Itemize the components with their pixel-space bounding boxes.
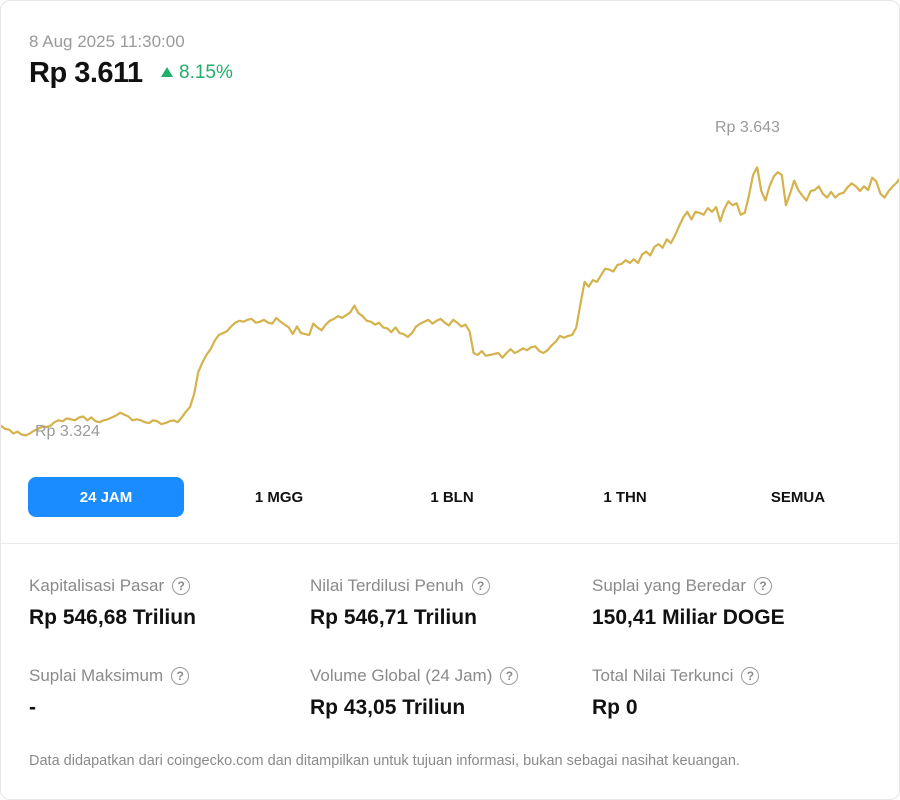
stat-value: Rp 546,68 Triliun <box>29 606 196 629</box>
stat-value: Rp 0 <box>592 696 638 719</box>
tab-1-mgg[interactable]: 1 MGG <box>254 488 304 506</box>
help-icon[interactable]: ? <box>471 577 490 595</box>
tab-1-thn[interactable]: 1 THN <box>603 488 647 506</box>
tab-24-jam[interactable]: 24 JAM <box>28 477 184 517</box>
stat-value: Rp 43,05 Triliun <box>310 696 466 719</box>
divider <box>1 543 899 544</box>
stat-global-volume: Volume Global (24 Jam) ? Rp 43,05 Triliu… <box>310 666 580 720</box>
chart-min-label: Rp 3.324 <box>35 423 100 440</box>
stat-label: Volume Global (24 Jam) <box>310 666 493 685</box>
stat-market-cap: Kapitalisasi Pasar ? Rp 546,68 Triliun <box>29 576 299 630</box>
stat-value: 150,41 Miliar DOGE <box>592 606 785 629</box>
help-icon[interactable]: ? <box>754 577 773 595</box>
stat-label: Suplai Maksimum <box>29 666 164 685</box>
help-icon[interactable]: ? <box>741 667 760 685</box>
help-icon[interactable]: ? <box>171 667 190 685</box>
help-icon[interactable]: ? <box>500 667 519 685</box>
price-change-percent: 8.15% <box>179 62 233 83</box>
stat-value: Rp 546,71 Triliun <box>310 606 477 629</box>
price-change: 8.15% <box>161 62 233 84</box>
up-arrow-icon <box>161 67 173 77</box>
chart-max-label: Rp 3.643 <box>715 119 780 136</box>
current-price: Rp 3.611 <box>29 57 143 89</box>
stat-value: - <box>29 696 36 719</box>
timestamp: 8 Aug 2025 11:30:00 <box>29 32 185 51</box>
tab-semua[interactable]: SEMUA <box>770 488 826 506</box>
stat-label: Kapitalisasi Pasar <box>29 576 165 595</box>
help-icon[interactable]: ? <box>172 577 191 595</box>
stat-max-supply: Suplai Maksimum ? - <box>29 666 299 720</box>
disclaimer: Data didapatkan dari coingecko.com dan d… <box>29 753 740 769</box>
price-chart[interactable] <box>1 101 900 461</box>
price-line <box>1 166 899 437</box>
stat-label: Nilai Terdilusi Penuh <box>310 576 464 595</box>
stat-fdv: Nilai Terdilusi Penuh ? Rp 546,71 Triliu… <box>310 576 580 630</box>
stat-circulating-supply: Suplai yang Beredar ? 150,41 Miliar DOGE <box>592 576 862 630</box>
stat-tvl: Total Nilai Terkunci ? Rp 0 <box>592 666 862 720</box>
timeframe-tabs: 24 JAM 1 MGG 1 BLN 1 THN SEMUA <box>28 477 876 517</box>
tab-1-bln[interactable]: 1 BLN <box>430 488 474 506</box>
stat-label: Total Nilai Terkunci <box>592 666 734 685</box>
stat-label: Suplai yang Beredar <box>592 576 747 595</box>
